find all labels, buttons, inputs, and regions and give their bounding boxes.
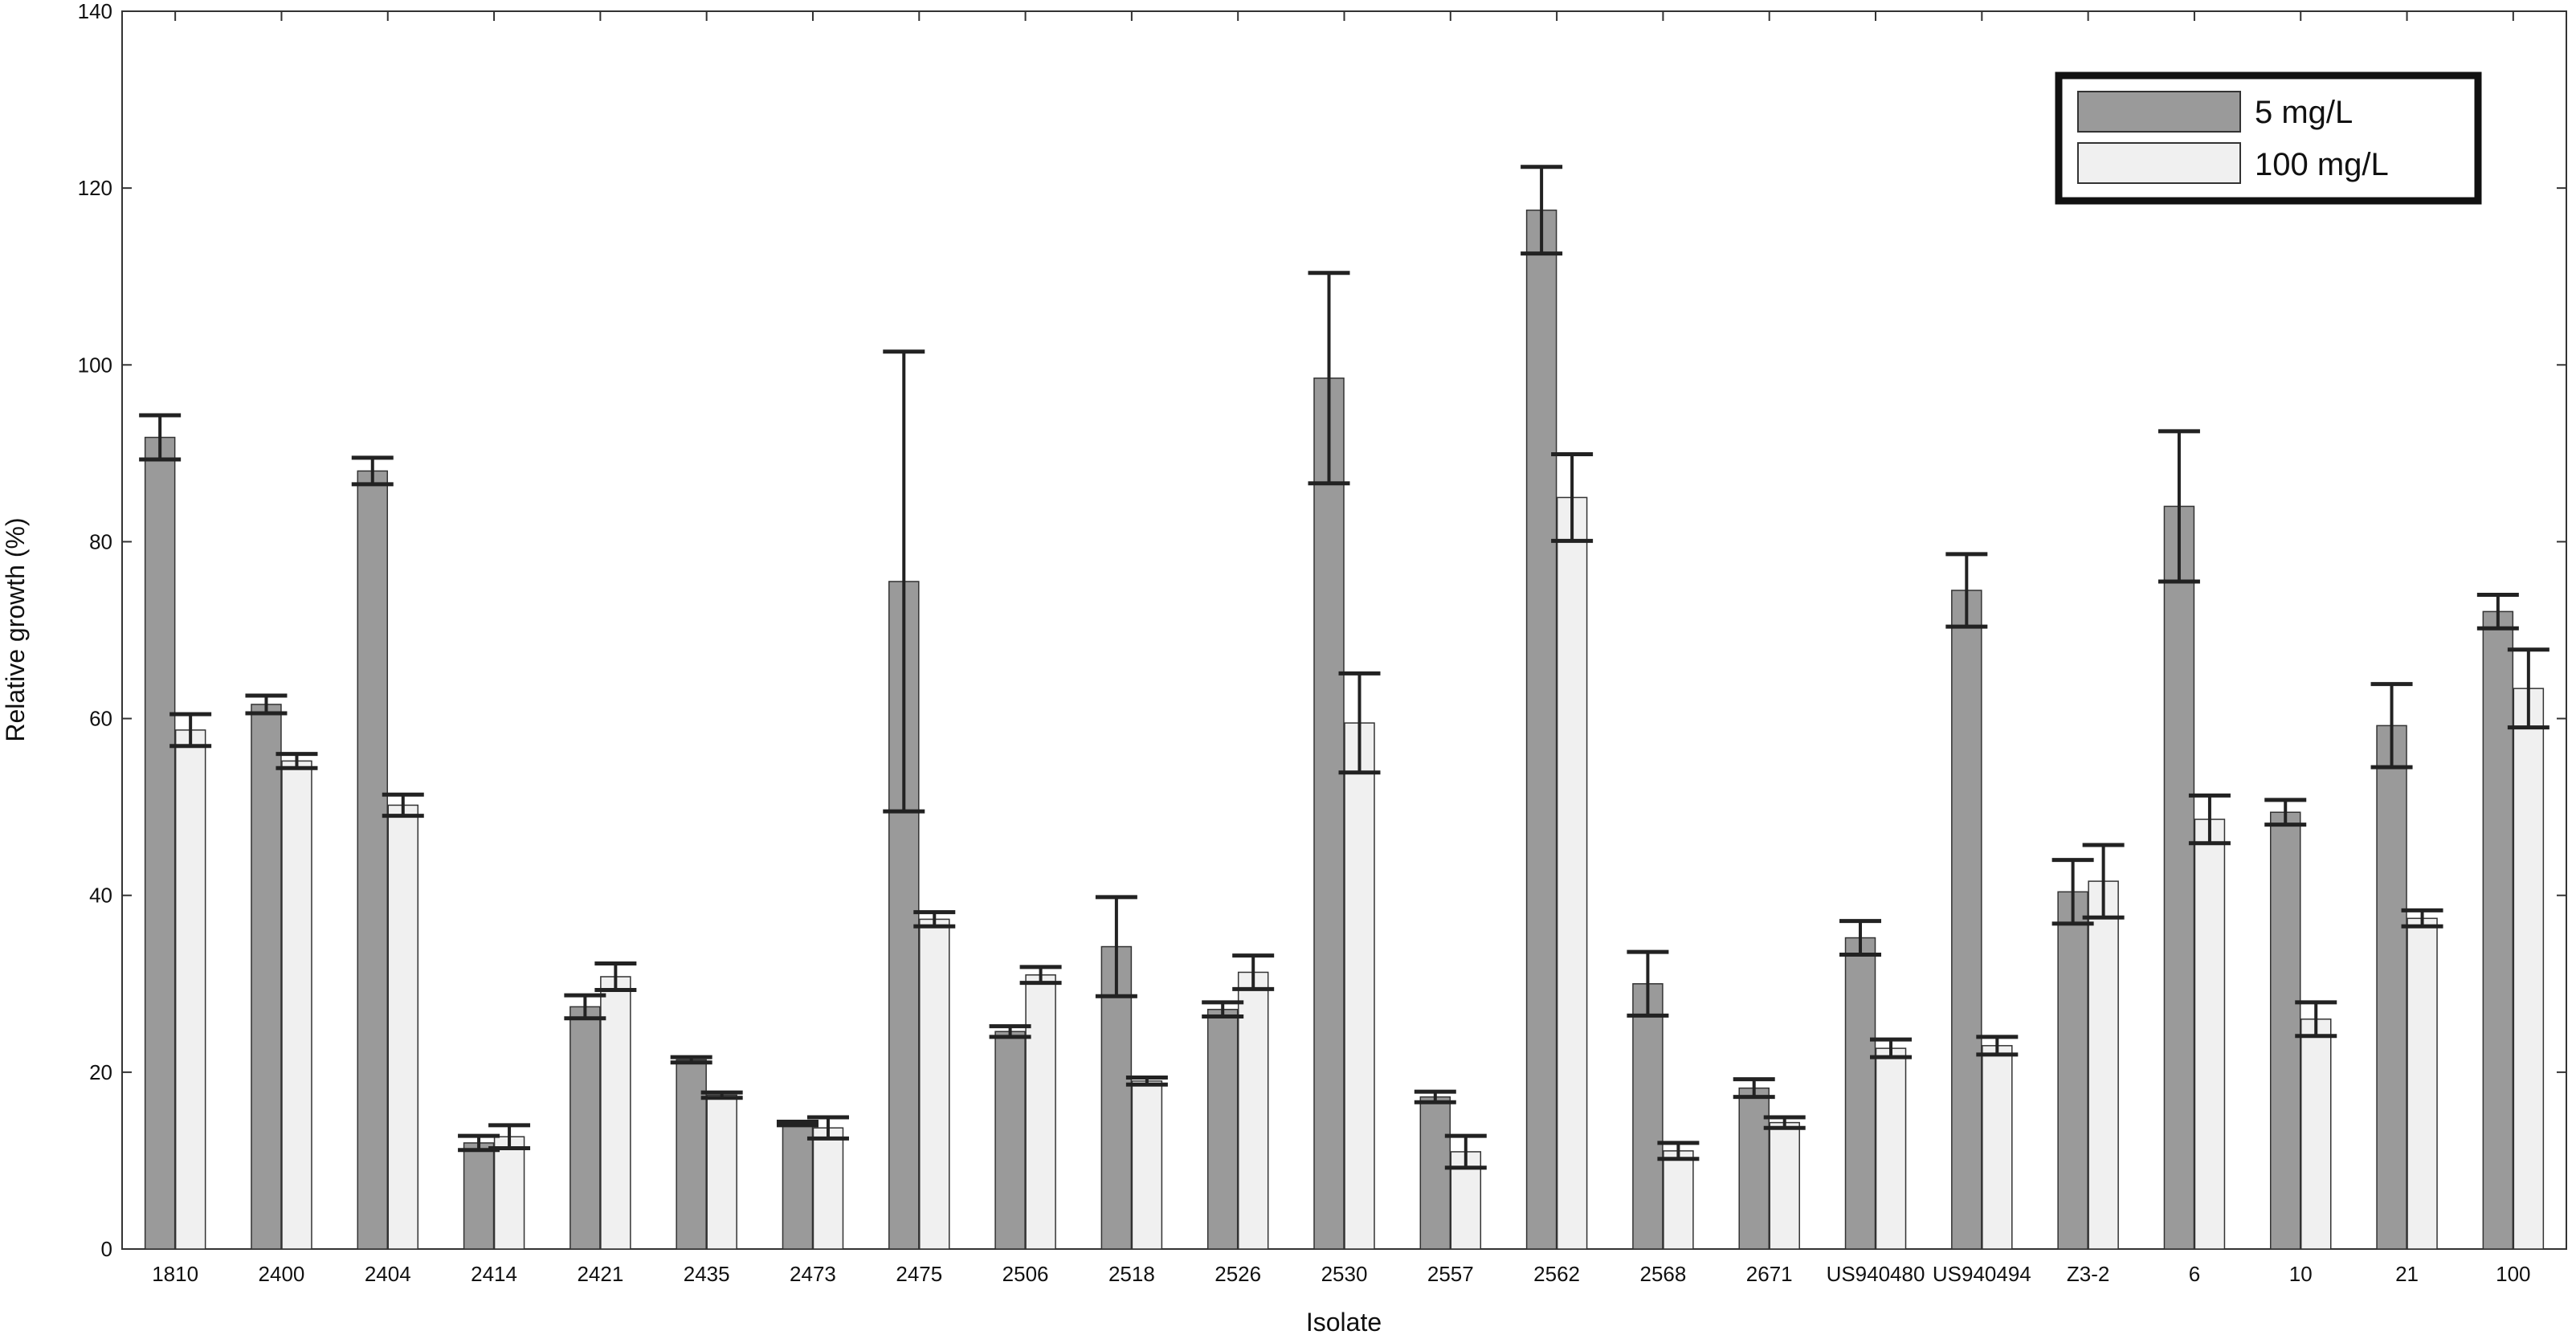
axis-ticks: 0 20 40 60 80 100 120 140 1810 2400 2404 2414 2421 24… xyxy=(78,0,2566,1286)
bar-5mg xyxy=(463,1142,495,1250)
bar-100mg xyxy=(1131,1080,1163,1250)
bar-5mg xyxy=(357,470,389,1250)
y-tick-label: 120 xyxy=(78,176,112,200)
y-axis-label: Relative growth (%) xyxy=(1,517,30,741)
legend-swatch-5mg xyxy=(2077,91,2241,133)
x-axis-label: Isolate xyxy=(1306,1308,1382,1337)
bar-100mg xyxy=(1769,1121,1800,1250)
bar-100mg xyxy=(281,760,312,1250)
x-tick-label: 6 xyxy=(2189,1262,2200,1286)
bar-100mg xyxy=(2407,917,2438,1250)
y-tick-label: 80 xyxy=(89,529,112,553)
bar-100mg xyxy=(1237,971,1269,1250)
bar-5mg xyxy=(2376,725,2407,1250)
bar-100mg xyxy=(493,1136,525,1250)
bar-100mg xyxy=(174,729,206,1250)
bar-100mg xyxy=(2088,880,2119,1250)
x-tick-label: US940494 xyxy=(1933,1262,2031,1286)
x-tick-label: 2557 xyxy=(1427,1262,1474,1286)
x-tick-label: 1810 xyxy=(152,1262,198,1286)
bar-100mg xyxy=(1344,722,1375,1250)
legend-label-100mg: 100 mg/L xyxy=(2255,147,2389,182)
bar-5mg xyxy=(1525,209,1557,1250)
error-bars xyxy=(139,165,2549,1170)
bar-100mg xyxy=(1025,974,1056,1250)
x-tick-label: 2421 xyxy=(577,1262,623,1286)
bar-5mg xyxy=(2482,610,2514,1250)
y-tick-label: 0 xyxy=(101,1237,112,1261)
bar-100mg xyxy=(2300,1018,2332,1250)
bar-5mg xyxy=(2269,811,2301,1250)
x-tick-label: 2404 xyxy=(365,1262,411,1286)
bar-5mg xyxy=(569,1006,601,1250)
x-tick-label: 2568 xyxy=(1639,1262,1686,1286)
y-tick-label: 100 xyxy=(78,353,112,377)
x-tick-label: 2518 xyxy=(1108,1262,1155,1286)
x-tick-label: 2562 xyxy=(1533,1262,1580,1286)
bar-5mg xyxy=(251,704,282,1250)
bar-5mg xyxy=(1206,1008,1239,1250)
x-tick-label: 2414 xyxy=(471,1262,517,1286)
bar-100mg xyxy=(1982,1045,2013,1250)
legend: 5 mg/L 100 mg/L xyxy=(2055,71,2482,205)
y-tick-label: 140 xyxy=(78,0,112,23)
x-tick-label: 2435 xyxy=(684,1262,730,1286)
bar-100mg xyxy=(2194,818,2226,1250)
x-tick-label: 10 xyxy=(2289,1262,2313,1286)
bar-5mg xyxy=(2163,505,2195,1250)
bar-100mg xyxy=(919,918,950,1250)
bar-100mg xyxy=(387,804,419,1250)
y-tick-label: 60 xyxy=(89,707,112,731)
x-tick-label: 21 xyxy=(2395,1262,2419,1286)
x-tick-label: 2526 xyxy=(1215,1262,1261,1286)
x-tick-label: US940480 xyxy=(1827,1262,1925,1286)
bar-5mg xyxy=(782,1122,814,1250)
x-tick-label: 100 xyxy=(2496,1262,2530,1286)
bar-5mg xyxy=(1844,937,1876,1250)
x-tick-label: 2400 xyxy=(259,1262,305,1286)
bar-5mg xyxy=(1951,590,1982,1250)
bar-5mg xyxy=(994,1031,1026,1250)
legend-swatch-100mg xyxy=(2077,142,2241,184)
bar-5mg xyxy=(1419,1096,1451,1250)
y-tick-label: 20 xyxy=(89,1060,112,1084)
bar-100mg xyxy=(1875,1047,1907,1250)
bar-100mg xyxy=(706,1094,737,1250)
y-tick-label: 40 xyxy=(89,884,112,908)
bar-5mg xyxy=(1632,983,1664,1250)
x-tick-label: Z3-2 xyxy=(2067,1262,2109,1286)
bar-100mg xyxy=(812,1127,844,1250)
legend-label-5mg: 5 mg/L xyxy=(2255,95,2353,130)
bar-5mg xyxy=(1738,1087,1770,1250)
x-tick-label: 2506 xyxy=(1002,1262,1049,1286)
x-tick-label: 2473 xyxy=(790,1262,836,1286)
bar-100mg xyxy=(1556,496,1588,1250)
bar-5mg xyxy=(2057,891,2088,1250)
bar-5mg xyxy=(1313,378,1345,1250)
bar-5mg xyxy=(676,1059,707,1250)
bar-5mg xyxy=(144,436,176,1250)
bar-100mg xyxy=(2513,688,2545,1250)
x-tick-label: 2530 xyxy=(1321,1262,1368,1286)
x-tick-label: 2671 xyxy=(1746,1262,1793,1286)
x-tick-label: 2475 xyxy=(896,1262,942,1286)
bar-100mg xyxy=(1663,1150,1694,1250)
